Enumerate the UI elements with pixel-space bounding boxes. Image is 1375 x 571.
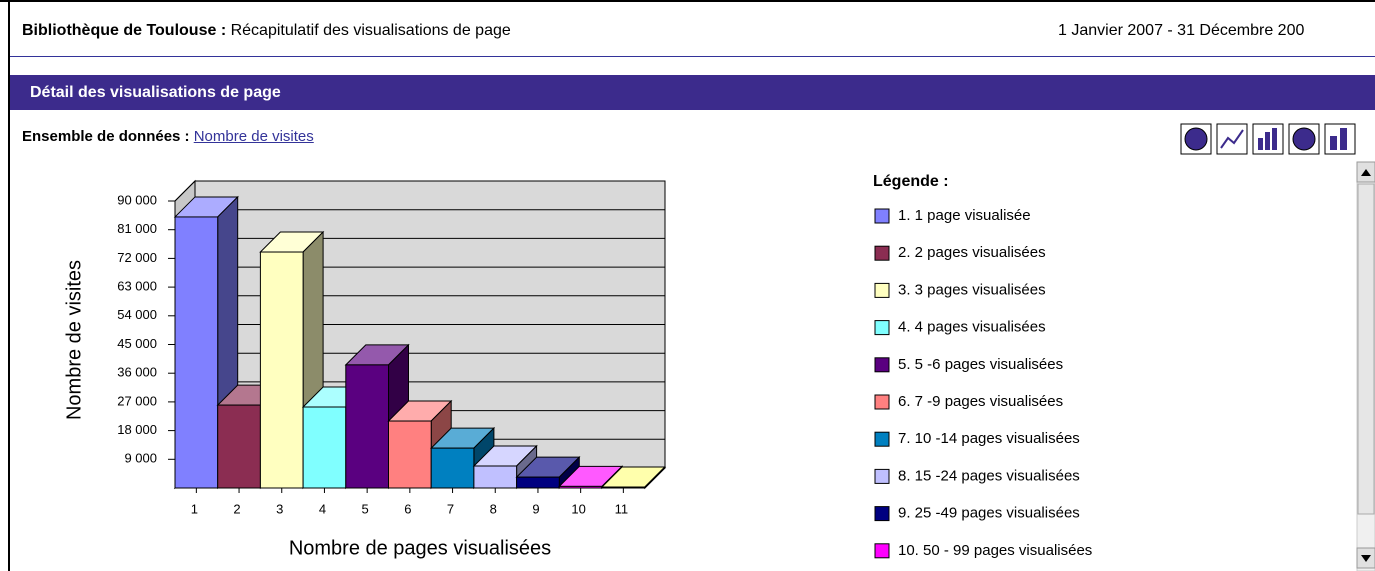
bar [473,465,518,489]
bar [558,485,603,489]
site-name: Bibliothèque de Toulouse : [22,22,227,39]
legend-swatch [874,543,890,559]
scrollbar [1356,161,1375,571]
bar [388,420,432,489]
period: 1 Janvier 2007 - 31 Décembre 200 [1058,22,1305,39]
legend-swatch [874,431,890,447]
x-tick-label: 5 [362,501,369,516]
y-tick-label: 63 000 [117,279,157,294]
x-tick-label: 8 [490,501,497,516]
y-tick-label: 81 000 [117,221,157,236]
legend-swatch [874,394,890,410]
line-icon[interactable] [1216,123,1248,155]
legend-swatch [874,245,890,261]
left-border [8,0,10,571]
legend-swatch [874,468,890,484]
view-icons [1180,123,1356,155]
y-tick-label: 36 000 [117,365,157,380]
legend-swatch [874,208,890,224]
page-title: Récapitulatif des visualisations de page [230,22,511,39]
bar [430,447,475,489]
dataset-link[interactable]: Nombre de visites [193,128,314,145]
bar [259,251,304,489]
legend-title: Légende : [873,173,949,190]
x-tick-label: 4 [319,501,326,516]
rule [10,56,1375,57]
dataset: Ensemble de données : Nombre de visites [22,128,314,145]
x-axis-label: Nombre de pages visualisées [289,537,551,559]
legend-label: 8. 15 -24 pages visualisées [898,467,1080,484]
legend-swatch [874,320,890,336]
y-tick-label: 9 000 [124,451,157,466]
legend-swatch [874,506,890,522]
x-tick-label: 1 [191,501,198,516]
scroll-thumb[interactable] [1357,183,1375,515]
x-tick-label: 6 [404,501,411,516]
bar [601,486,646,489]
y-tick-label: 27 000 [117,393,157,408]
y-axis-label: Nombre de visites [63,260,85,420]
y-tick-label: 45 000 [117,336,157,351]
legend-label: 7. 10 -14 pages visualisées [898,430,1080,447]
x-tick-label: 3 [276,501,283,516]
y-tick-label: 18 000 [117,422,157,437]
legend-label: 10. 50 - 99 pages visualisées [898,542,1092,559]
grid-line [174,180,196,202]
y-tick-label: 90 000 [117,192,157,207]
header: Bibliothèque de Toulouse : Récapitulatif… [22,22,511,40]
legend-swatch [874,282,890,298]
bar [345,364,389,489]
legend-swatch [874,357,890,373]
bar [516,476,560,489]
bar [174,216,219,489]
y-tick-label: 72 000 [117,250,157,265]
x-tick-label: 9 [532,501,539,516]
bar [302,406,347,489]
legend-label: 4. 4 pages visualisées [898,319,1046,336]
x-tick-label: 10 [571,501,585,516]
x-tick-label: 11 [615,501,629,516]
y-tick-label: 54 000 [117,307,157,322]
legend-label: 6. 7 -9 pages visualisées [898,393,1063,410]
x-tick-label: 7 [447,501,454,516]
bar [217,404,261,489]
legend-label: 3. 3 pages visualisées [898,281,1046,298]
legend-label: 9. 25 -49 pages visualisées [898,505,1080,522]
x-tick-label: 2 [233,501,240,516]
legend-label: 2. 2 pages visualisées [898,244,1046,261]
dataset-label: Ensemble de données : [22,128,190,145]
panel-title: Détail des visualisations de page [10,75,1375,110]
top-border [0,0,1375,2]
legend-label: 5. 5 -6 pages visualisées [898,356,1063,373]
legend-label: 1. 1 page visualisée [898,207,1031,224]
